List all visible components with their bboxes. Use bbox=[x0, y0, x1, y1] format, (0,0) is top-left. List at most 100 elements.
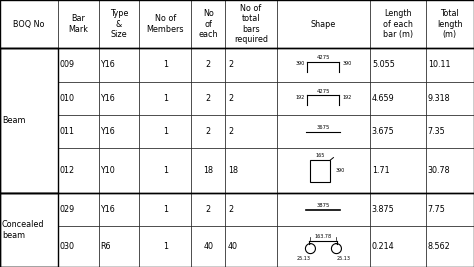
Text: 10.11: 10.11 bbox=[428, 60, 450, 69]
Bar bbox=[277, 148, 370, 193]
Text: 1: 1 bbox=[163, 127, 168, 136]
Text: 9.318: 9.318 bbox=[428, 94, 450, 103]
Bar bbox=[191, 82, 225, 115]
Text: Total
length
(m): Total length (m) bbox=[437, 9, 463, 39]
Bar bbox=[139, 226, 191, 267]
Bar bbox=[139, 0, 191, 48]
Bar bbox=[139, 148, 191, 193]
Bar bbox=[277, 193, 370, 226]
Text: 4275: 4275 bbox=[317, 89, 330, 94]
Text: 1: 1 bbox=[163, 166, 168, 175]
Bar bbox=[0, 0, 474, 48]
Bar bbox=[426, 48, 474, 82]
Bar bbox=[191, 148, 225, 193]
Text: 010: 010 bbox=[60, 94, 74, 103]
Bar bbox=[277, 0, 370, 48]
Bar bbox=[58, 82, 99, 115]
Bar bbox=[139, 115, 191, 148]
Text: BOQ No: BOQ No bbox=[13, 19, 45, 29]
Text: 40: 40 bbox=[203, 242, 213, 251]
Text: 3875: 3875 bbox=[317, 203, 330, 207]
Bar bbox=[191, 226, 225, 267]
Bar bbox=[370, 0, 426, 48]
Text: No of
Members: No of Members bbox=[146, 14, 184, 34]
Text: 030: 030 bbox=[60, 242, 74, 251]
Bar bbox=[426, 82, 474, 115]
Bar bbox=[99, 48, 139, 82]
Bar bbox=[225, 226, 277, 267]
Bar bbox=[99, 193, 139, 226]
Bar bbox=[191, 193, 225, 226]
Text: No
of
each: No of each bbox=[199, 9, 218, 39]
Bar bbox=[191, 115, 225, 148]
Bar bbox=[139, 193, 191, 226]
Text: 2: 2 bbox=[228, 94, 233, 103]
Text: 192: 192 bbox=[295, 95, 304, 100]
Bar bbox=[0, 48, 474, 193]
Text: 2: 2 bbox=[228, 60, 233, 69]
Text: 390: 390 bbox=[336, 168, 345, 173]
Text: 2: 2 bbox=[228, 205, 233, 214]
Text: 1: 1 bbox=[163, 242, 168, 251]
Bar bbox=[225, 148, 277, 193]
Bar bbox=[58, 193, 99, 226]
Text: 30.78: 30.78 bbox=[428, 166, 450, 175]
Text: 192: 192 bbox=[342, 95, 352, 100]
Bar bbox=[426, 0, 474, 48]
Bar bbox=[225, 0, 277, 48]
Bar bbox=[225, 48, 277, 82]
Text: 4275: 4275 bbox=[317, 55, 330, 60]
Bar bbox=[277, 115, 370, 148]
Text: 8.562: 8.562 bbox=[428, 242, 450, 251]
Bar bbox=[0, 48, 58, 82]
Bar bbox=[426, 226, 474, 267]
Bar bbox=[277, 48, 370, 82]
Bar bbox=[225, 82, 277, 115]
Text: 1: 1 bbox=[163, 205, 168, 214]
Bar bbox=[0, 193, 58, 226]
Bar bbox=[370, 193, 426, 226]
Bar bbox=[0, 0, 58, 48]
Bar bbox=[277, 82, 370, 115]
Text: 1: 1 bbox=[163, 94, 168, 103]
Bar bbox=[370, 48, 426, 82]
Text: R6: R6 bbox=[100, 242, 111, 251]
Bar bbox=[58, 226, 99, 267]
Text: 390: 390 bbox=[342, 61, 352, 66]
Text: Y16: Y16 bbox=[100, 94, 115, 103]
Text: 163.78: 163.78 bbox=[315, 234, 332, 239]
Text: 2: 2 bbox=[206, 60, 211, 69]
Text: Shape: Shape bbox=[311, 19, 336, 29]
Bar bbox=[58, 0, 99, 48]
Bar bbox=[0, 193, 58, 267]
Bar bbox=[0, 226, 58, 267]
Text: 5.055: 5.055 bbox=[372, 60, 395, 69]
Bar bbox=[225, 115, 277, 148]
Text: 2: 2 bbox=[228, 127, 233, 136]
Text: 3.675: 3.675 bbox=[372, 127, 395, 136]
Text: Concealed
beam: Concealed beam bbox=[2, 220, 45, 239]
Text: 25.13: 25.13 bbox=[337, 256, 350, 261]
Bar bbox=[191, 48, 225, 82]
Bar bbox=[99, 0, 139, 48]
Bar bbox=[99, 226, 139, 267]
Text: Y16: Y16 bbox=[100, 60, 115, 69]
Bar bbox=[139, 48, 191, 82]
Text: 012: 012 bbox=[60, 166, 75, 175]
Bar bbox=[277, 226, 370, 267]
Bar bbox=[0, 193, 474, 267]
Bar bbox=[370, 115, 426, 148]
Text: 4.659: 4.659 bbox=[372, 94, 395, 103]
Text: No of
total
bars
required: No of total bars required bbox=[234, 4, 268, 44]
Text: 009: 009 bbox=[60, 60, 75, 69]
Text: 1: 1 bbox=[163, 60, 168, 69]
Bar bbox=[0, 115, 58, 148]
Bar bbox=[99, 82, 139, 115]
Text: Y10: Y10 bbox=[100, 166, 115, 175]
Bar bbox=[0, 82, 58, 115]
Bar bbox=[370, 226, 426, 267]
Text: 0.214: 0.214 bbox=[372, 242, 394, 251]
Bar bbox=[426, 148, 474, 193]
Text: 7.35: 7.35 bbox=[428, 127, 446, 136]
Text: 18: 18 bbox=[228, 166, 238, 175]
